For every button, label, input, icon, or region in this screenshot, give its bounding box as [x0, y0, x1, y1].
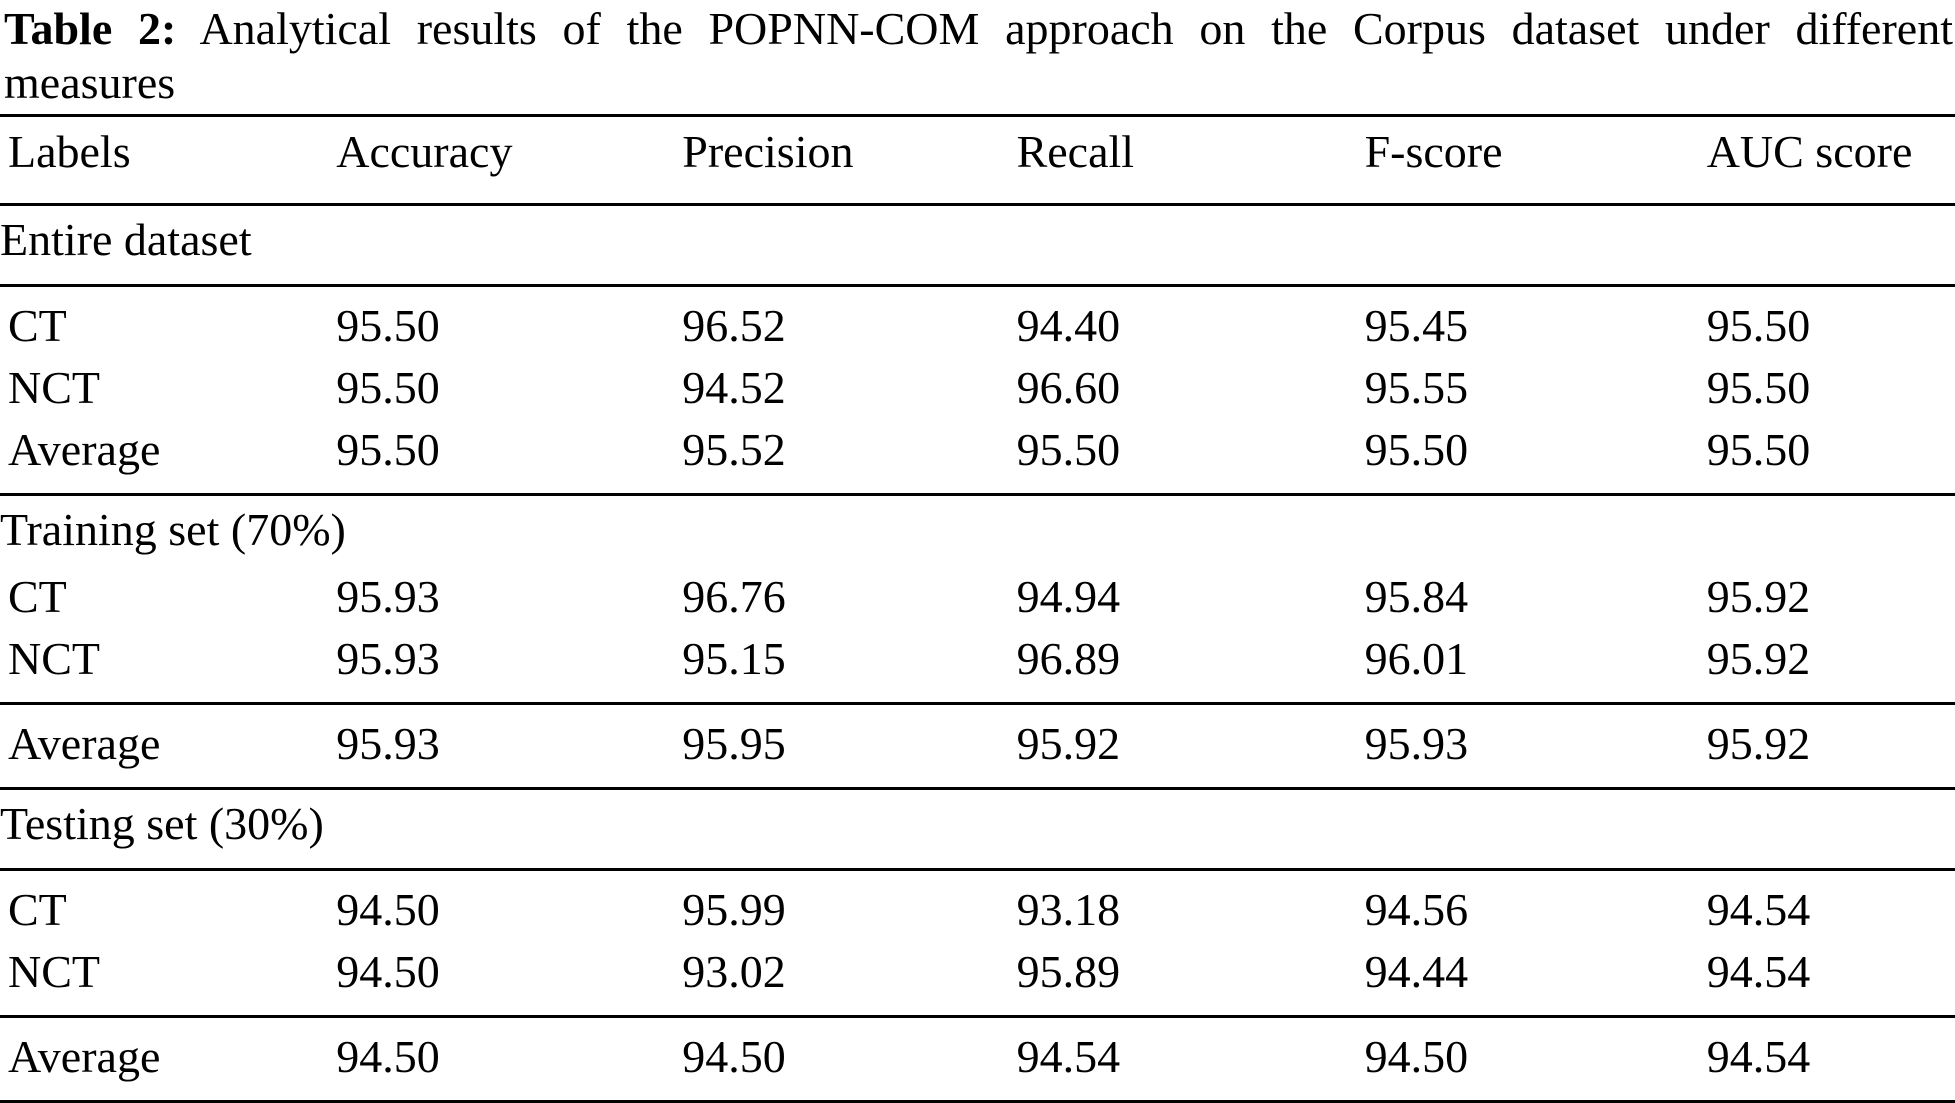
cell-value: 95.95	[682, 703, 1017, 791]
table-row-average: Average 95.50 95.52 95.50 95.50 95.50	[0, 421, 1955, 497]
table-caption-label: Table 2:	[4, 3, 177, 54]
row-label: Average	[0, 421, 337, 497]
row-label: NCT	[8, 361, 100, 413]
cell-value: 95.50	[1706, 299, 1811, 351]
column-header-labels: Labels	[0, 115, 337, 207]
cell-value: 95.93	[336, 629, 683, 706]
section-row: Entire dataset	[0, 204, 1955, 287]
table-row-nct: NCT 95.93 95.15 96.89 96.01 95.92	[0, 629, 1955, 706]
cell-value: 94.50	[336, 883, 440, 935]
cell-value: 94.94	[1016, 570, 1121, 622]
table-caption-text: Analytical results of the POPNN-COM appr…	[199, 3, 1953, 54]
cell-value: 96.76	[682, 570, 786, 622]
section-row: Testing set (30%)	[0, 788, 1955, 871]
cell-value: 94.40	[1016, 299, 1121, 351]
column-header-f-score: F-score	[1364, 115, 1707, 207]
cell-value: 95.50	[1016, 421, 1365, 497]
cell-value: 95.50	[336, 361, 440, 413]
cell-value: 95.89	[1016, 942, 1365, 1019]
cell-value: 95.93	[1364, 703, 1707, 791]
cell-value: 95.50	[1706, 421, 1955, 497]
section-row: Training set (70%)	[0, 495, 1955, 568]
cell-value: 94.54	[1706, 942, 1955, 1019]
cell-value: 95.50	[1706, 361, 1811, 413]
section-title: Training set (70%)	[0, 504, 346, 556]
cell-value: 93.18	[1016, 883, 1121, 935]
cell-value: 95.93	[336, 703, 683, 791]
column-header-recall: Recall	[1016, 115, 1365, 207]
cell-value: 96.52	[682, 299, 786, 351]
cell-value: 95.50	[1364, 421, 1707, 497]
row-label: CT	[8, 299, 67, 351]
table-row-ct: CT 95.93 96.76 94.94 95.84 95.92	[0, 568, 1955, 630]
table-row-ct: CT 95.50 96.52 94.40 95.45 95.50	[0, 285, 1955, 359]
row-label: CT	[8, 883, 67, 935]
cell-value: 95.52	[682, 421, 1017, 497]
cell-value: 94.50	[336, 942, 683, 1019]
cell-value: 96.89	[1016, 629, 1365, 706]
row-label: Average	[0, 703, 337, 791]
table-row-nct: NCT 95.50 94.52 96.60 95.55 95.50	[0, 359, 1955, 421]
cell-value: 94.50	[336, 1016, 683, 1103]
table-body: Entire dataset CT 95.50 96.52 94.40 95.45 95.5…	[0, 204, 1955, 1103]
column-header-precision: Precision	[682, 115, 1017, 207]
cell-value: 95.45	[1364, 299, 1469, 351]
cell-value: 94.54	[1016, 1016, 1365, 1103]
cell-value: 94.54	[1706, 1016, 1955, 1103]
cell-value: 95.50	[336, 299, 440, 351]
column-header-auc-score: AUC score	[1706, 115, 1955, 207]
cell-value: 95.93	[336, 570, 440, 622]
cell-value: 94.54	[1706, 883, 1811, 935]
cell-value: 93.02	[682, 942, 1017, 1019]
cell-value: 96.01	[1364, 629, 1707, 706]
table-header: Labels Accuracy Precision Recall F-score AUC …	[0, 115, 1955, 207]
header-row: Labels Accuracy Precision Recall F-score AUC …	[0, 115, 1955, 207]
row-label: NCT	[0, 629, 337, 706]
row-label: NCT	[0, 942, 337, 1019]
table-row-ct: CT 94.50 95.99 93.18 94.56 94.54	[0, 869, 1955, 943]
cell-value: 95.84	[1364, 570, 1469, 622]
cell-value: 96.60	[1016, 361, 1121, 413]
cell-value: 94.44	[1364, 942, 1707, 1019]
table-row-average: Average 95.93 95.95 95.92 95.93 95.92	[0, 703, 1955, 791]
cell-value: 95.99	[682, 883, 786, 935]
table-caption-line2: measures	[4, 57, 176, 108]
column-header-accuracy: Accuracy	[336, 115, 683, 207]
cell-value: 95.92	[1706, 570, 1811, 622]
row-label: CT	[8, 570, 67, 622]
cell-value: 95.55	[1364, 361, 1469, 413]
cell-value: 95.15	[682, 629, 1017, 706]
section-title: Testing set (30%)	[0, 788, 1955, 871]
cell-value: 94.52	[682, 361, 786, 413]
table-row-average: Average 94.50 94.50 94.54 94.50 94.54	[0, 1016, 1955, 1103]
cell-value: 94.50	[682, 1016, 1017, 1103]
section-title: Entire dataset	[0, 204, 1955, 287]
table-row-nct: NCT 94.50 93.02 95.89 94.44 94.54	[0, 942, 1955, 1019]
cell-value: 94.56	[1364, 883, 1469, 935]
results-table: Labels Accuracy Precision Recall F-score AUC …	[0, 114, 1955, 1103]
cell-value: 94.50	[1364, 1016, 1707, 1103]
cell-value: 95.92	[1016, 703, 1365, 791]
table-caption-line1: Table 2: Analytical results of the POPNN…	[4, 2, 1953, 56]
table-caption: Table 2: Analytical results of the POPNN…	[0, 0, 1955, 110]
row-label: Average	[0, 1016, 337, 1103]
cell-value: 95.92	[1706, 629, 1955, 706]
cell-value: 95.92	[1706, 703, 1955, 791]
cell-value: 95.50	[336, 421, 683, 497]
